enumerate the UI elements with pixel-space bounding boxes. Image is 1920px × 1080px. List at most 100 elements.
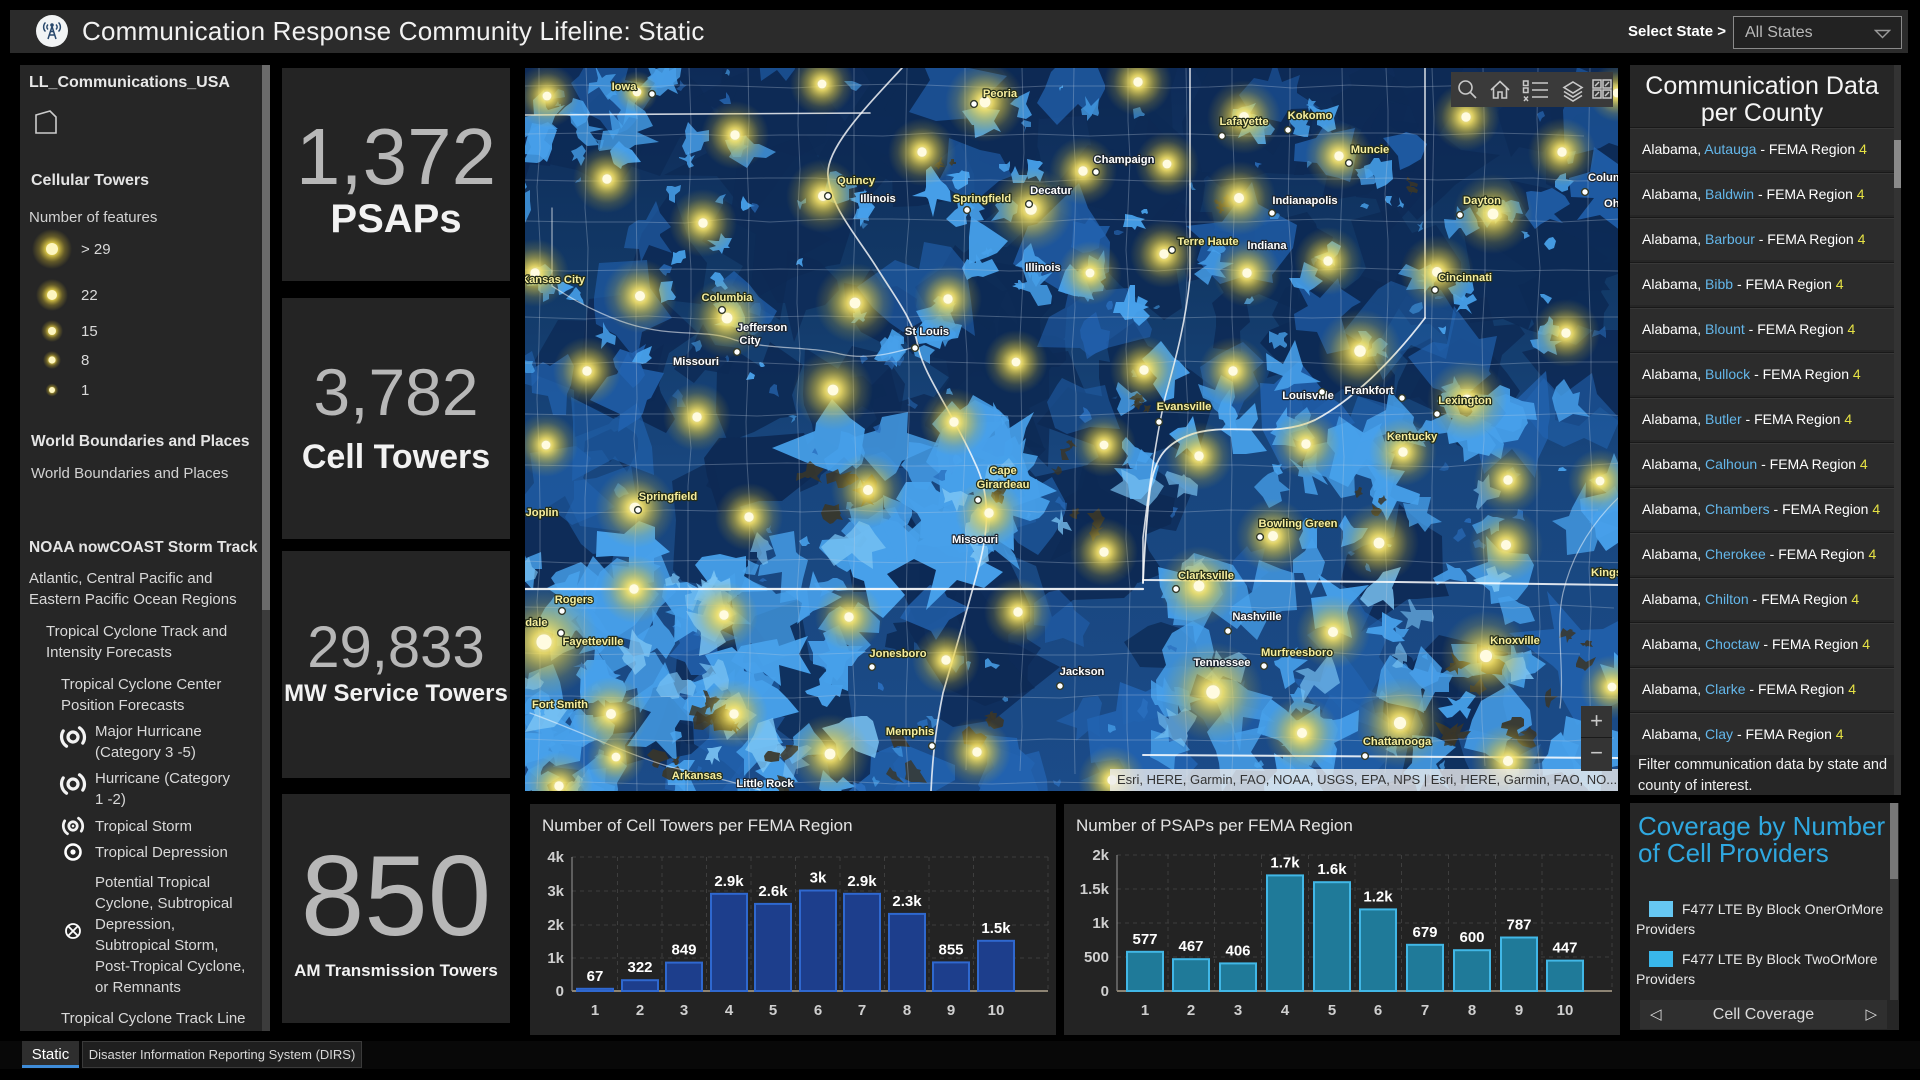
svg-text:2k: 2k	[1092, 847, 1109, 864]
svg-text:Jackson: Jackson	[1060, 666, 1105, 678]
svg-text:(Category 3 -5): (Category 3 -5)	[95, 744, 196, 761]
svg-text:22: 22	[81, 287, 98, 304]
svg-text:7: 7	[858, 1002, 866, 1019]
svg-text:Little Rock: Little Rock	[736, 778, 794, 790]
svg-text:4: 4	[725, 1002, 734, 1019]
svg-text:467: 467	[1178, 938, 1203, 955]
svg-text:Potential Tropical: Potential Tropical	[95, 874, 210, 891]
svg-text:Springfield: Springfield	[953, 193, 1012, 205]
svg-text:787: 787	[1506, 917, 1531, 934]
svg-text:Number of Cell Towers per FEMA: Number of Cell Towers per FEMA Region	[542, 816, 853, 835]
svg-text:Bowling Green: Bowling Green	[1259, 518, 1338, 530]
svg-text:2.3k: 2.3k	[892, 893, 922, 910]
svg-text:gdale: gdale	[525, 617, 548, 629]
svg-text:Lexington: Lexington	[1438, 395, 1492, 407]
svg-text:Cellular Towers: Cellular Towers	[31, 172, 149, 189]
svg-text:Kokomo: Kokomo	[1288, 110, 1333, 122]
svg-text:8: 8	[1468, 1002, 1476, 1019]
svg-text:Chattanooga: Chattanooga	[1363, 736, 1432, 748]
svg-text:Atlantic, Central Pacific and: Atlantic, Central Pacific and	[29, 570, 212, 587]
svg-text:Fayetteville: Fayetteville	[563, 636, 624, 648]
svg-text:Illinois: Illinois	[860, 193, 895, 205]
svg-text:Kansas City: Kansas City	[525, 274, 586, 286]
svg-text:1.6k: 1.6k	[1317, 861, 1347, 878]
svg-text:Quincy: Quincy	[837, 175, 876, 187]
svg-text:Indianapolis: Indianapolis	[1272, 195, 1337, 207]
svg-text:Cincinnati: Cincinnati	[1438, 272, 1492, 284]
svg-text:855: 855	[938, 941, 963, 958]
svg-text:Cyclone, Subtropical: Cyclone, Subtropical	[95, 895, 233, 912]
svg-text:World Boundaries and Places: World Boundaries and Places	[31, 433, 250, 450]
svg-text:Post-Tropical Cyclone,: Post-Tropical Cyclone,	[95, 958, 245, 975]
svg-text:1.7k: 1.7k	[1270, 854, 1300, 871]
svg-text:Champaign: Champaign	[1094, 154, 1155, 166]
svg-text:6: 6	[1374, 1002, 1382, 1019]
svg-text:8: 8	[81, 352, 89, 369]
svg-text:4k: 4k	[547, 849, 564, 866]
svg-text:2.9k: 2.9k	[847, 873, 877, 890]
svg-text:3: 3	[1234, 1002, 1242, 1019]
svg-text:3k: 3k	[547, 883, 564, 900]
svg-text:Iowa: Iowa	[612, 81, 638, 93]
svg-text:Frankfort: Frankfort	[1344, 385, 1393, 397]
svg-text:Nashville: Nashville	[1232, 611, 1281, 623]
svg-text:Position Forecasts: Position Forecasts	[61, 697, 184, 714]
svg-text:Number of PSAPs per FEMA Regio: Number of PSAPs per FEMA Region	[1076, 816, 1353, 835]
svg-text:9: 9	[947, 1002, 955, 1019]
svg-text:Dayton: Dayton	[1463, 195, 1501, 207]
svg-text:Girardeau: Girardeau	[977, 479, 1030, 491]
svg-text:0: 0	[556, 983, 564, 1000]
svg-text:6: 6	[814, 1002, 822, 1019]
svg-text:Joplin: Joplin	[526, 507, 559, 519]
svg-text:Tropical Storm: Tropical Storm	[95, 818, 192, 835]
svg-text:3k: 3k	[810, 870, 827, 887]
svg-text:500: 500	[1084, 949, 1109, 966]
svg-text:St Louis: St Louis	[905, 326, 949, 338]
svg-text:1: 1	[591, 1002, 599, 1019]
svg-text:Arkansas: Arkansas	[672, 770, 722, 782]
svg-text:1.5k: 1.5k	[1080, 881, 1110, 898]
svg-text:or Remnants: or Remnants	[95, 979, 181, 996]
svg-text:> 29: > 29	[81, 241, 111, 258]
svg-text:0: 0	[1101, 983, 1109, 1000]
svg-text:City: City	[739, 335, 761, 347]
svg-text:Number of features: Number of features	[29, 209, 157, 226]
svg-text:1: 1	[81, 382, 89, 399]
svg-text:1 -2): 1 -2)	[95, 791, 126, 808]
svg-text:Tropical Cyclone Track Line: Tropical Cyclone Track Line	[61, 1010, 246, 1027]
svg-text:4: 4	[1281, 1002, 1290, 1019]
svg-text:406: 406	[1225, 942, 1250, 959]
svg-text:Depression,: Depression,	[95, 916, 175, 933]
svg-text:Rogers: Rogers	[555, 594, 594, 606]
svg-text:Decatur: Decatur	[1030, 185, 1072, 197]
svg-text:Kingsp: Kingsp	[1591, 567, 1618, 579]
svg-text:1k: 1k	[1092, 915, 1109, 932]
svg-text:5: 5	[769, 1002, 777, 1019]
svg-text:Tropical Depression: Tropical Depression	[95, 844, 228, 861]
svg-text:Major Hurricane: Major Hurricane	[95, 723, 202, 740]
svg-text:Tropical Cyclone Track and: Tropical Cyclone Track and	[46, 623, 227, 640]
svg-text:NOAA nowCOAST Storm Track: NOAA nowCOAST Storm Track	[29, 539, 258, 556]
svg-text:Memphis: Memphis	[886, 726, 935, 738]
svg-text:Intensity Forecasts: Intensity Forecasts	[46, 644, 172, 661]
svg-text:10: 10	[988, 1002, 1005, 1019]
svg-text:Knoxville: Knoxville	[1490, 635, 1540, 647]
svg-text:Missouri: Missouri	[673, 356, 719, 368]
svg-text:Jefferson: Jefferson	[737, 322, 788, 334]
svg-text:Tennessee: Tennessee	[1193, 657, 1250, 669]
svg-text:Springfield: Springfield	[639, 491, 698, 503]
svg-text:Jonesboro: Jonesboro	[869, 648, 926, 660]
svg-text:Missouri: Missouri	[952, 534, 998, 546]
svg-text:Columbu: Columbu	[1588, 172, 1618, 184]
svg-text:2: 2	[636, 1002, 644, 1019]
svg-text:Illinois: Illinois	[1025, 262, 1060, 274]
svg-text:1.2k: 1.2k	[1363, 888, 1393, 905]
svg-text:Murfreesboro: Murfreesboro	[1261, 647, 1333, 659]
svg-text:679: 679	[1412, 924, 1437, 941]
svg-text:Lafayette: Lafayette	[1219, 116, 1268, 128]
svg-text:849: 849	[671, 942, 696, 959]
svg-text:Muncie: Muncie	[1351, 144, 1390, 156]
svg-text:5: 5	[1328, 1002, 1336, 1019]
svg-text:2.6k: 2.6k	[758, 883, 788, 900]
svg-text:LL_Communications_USA: LL_Communications_USA	[29, 74, 230, 91]
